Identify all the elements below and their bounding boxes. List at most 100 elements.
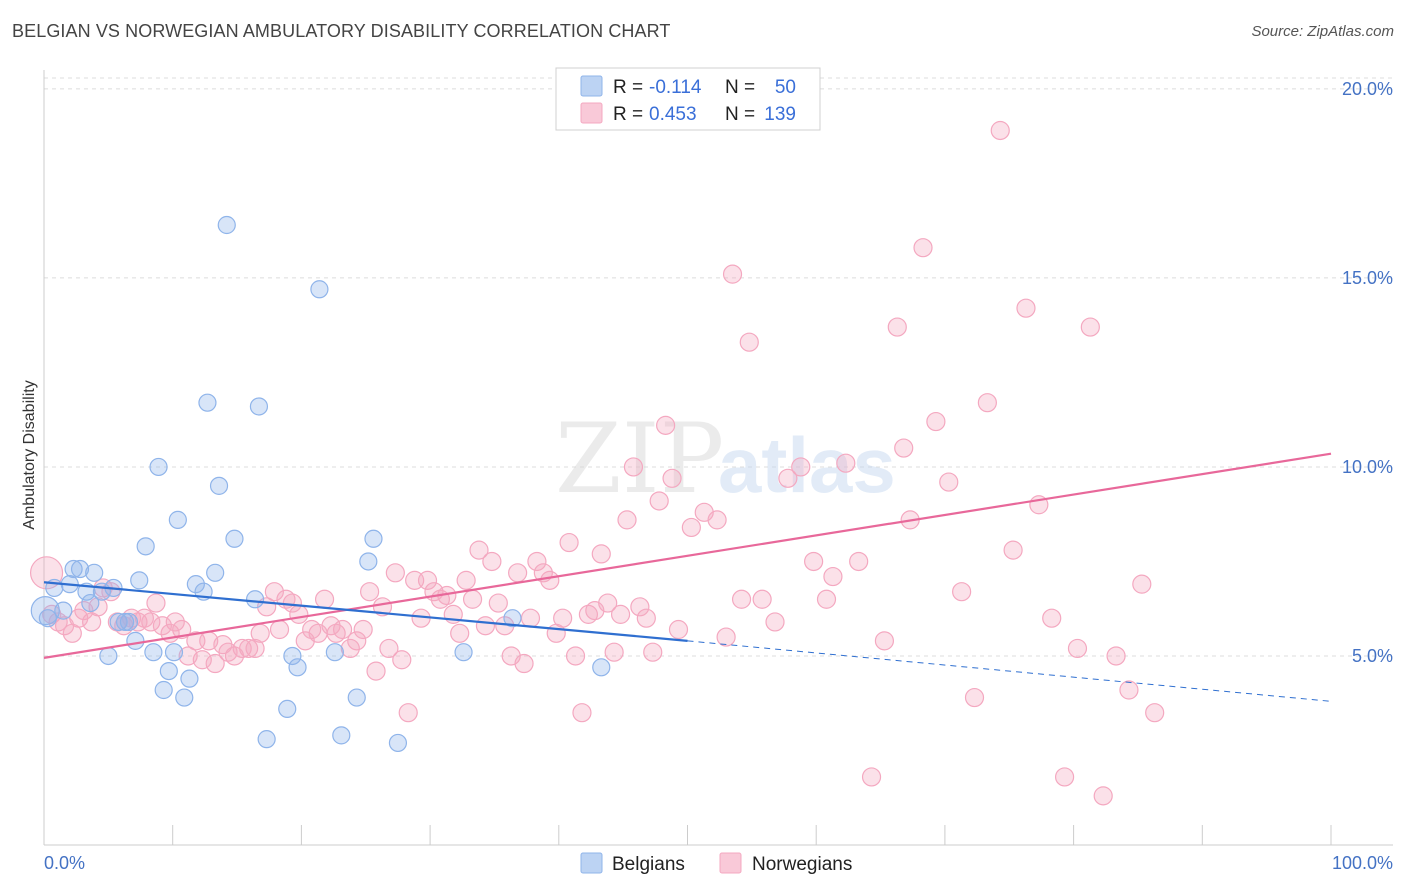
norwegian-point: [610, 604, 631, 624]
norwegian-point: [636, 608, 656, 628]
norwegian-point: [398, 703, 418, 723]
norwegian-point: [520, 608, 541, 628]
norwegian-point: [508, 563, 528, 583]
chart-title: BELGIAN VS NORWEGIAN AMBULATORY DISABILI…: [12, 21, 671, 41]
norwegian-point: [239, 638, 259, 659]
belgian-point: [164, 643, 184, 662]
legend-norwegians-label: Norwegians: [752, 854, 852, 875]
y-tick-label: 5.0%: [1352, 646, 1393, 666]
belgian-point: [225, 529, 244, 548]
y-tick-label: 10.0%: [1342, 457, 1393, 477]
norwegian-point: [141, 612, 161, 632]
norwegian-point: [488, 593, 508, 613]
belgian-point: [186, 575, 205, 594]
belgian-point: [70, 559, 90, 579]
norwegian-point: [816, 589, 837, 609]
belgian-point: [149, 457, 168, 477]
norwegian-point: [752, 589, 772, 609]
norwegian-point: [1145, 703, 1165, 723]
norwegian-point: [765, 612, 785, 632]
belgian-point: [257, 730, 276, 749]
belgian-points: [30, 215, 611, 753]
norwegian-point: [1106, 646, 1126, 666]
norwegian-point: [804, 551, 824, 572]
norwegian-point: [913, 238, 933, 258]
norwegian-point: [1119, 680, 1139, 700]
norwegian-r-label: R =: [613, 104, 643, 125]
belgian-n-value: 50: [775, 77, 796, 98]
norwegian-point: [630, 597, 650, 617]
belgian-point: [175, 688, 194, 707]
norwegian-point: [372, 597, 393, 617]
legend-norwegians-swatch: [719, 852, 742, 874]
belgian-point: [85, 563, 104, 582]
belgian-r-label: R =: [613, 77, 643, 98]
belgian-point: [136, 537, 155, 556]
norwegian-point: [1067, 638, 1088, 659]
norwegian-n-value: 139: [764, 104, 796, 125]
x-tick-label-max: 100.0%: [1332, 853, 1393, 873]
norwegian-point: [29, 556, 64, 590]
norwegian-point: [462, 589, 483, 609]
belgian-point: [126, 631, 145, 650]
series-legend: Belgians Norwegians: [580, 852, 852, 875]
norwegian-point: [1093, 786, 1113, 806]
norwegian-point: [623, 457, 644, 477]
belgian-point: [154, 680, 173, 700]
belgian-point: [109, 612, 128, 632]
norwegian-point: [385, 563, 405, 583]
belgian-point: [81, 593, 100, 613]
norwegian-point: [894, 438, 914, 458]
norwegian-point: [707, 510, 727, 530]
belgian-point: [217, 215, 236, 235]
belgian-point: [115, 612, 135, 632]
norwegian-point: [353, 619, 373, 640]
norwegian-point: [739, 332, 759, 352]
norwegian-point: [540, 570, 560, 590]
belgian-point: [388, 733, 408, 753]
norwegian-point: [731, 589, 752, 609]
norwegian-point: [192, 650, 212, 670]
belgian-point: [278, 699, 297, 719]
belgian-point: [168, 510, 187, 529]
norwegian-point: [482, 551, 502, 572]
belgian-point: [245, 590, 265, 609]
norwegian-point: [823, 566, 843, 587]
belgian-point: [99, 646, 118, 666]
belgian-r-value: -0.114: [649, 77, 702, 98]
norwegian-point: [617, 510, 637, 530]
norwegian-point: [939, 472, 959, 492]
norwegian-point: [716, 627, 736, 647]
belgian-point: [159, 661, 178, 681]
norwegian-point: [146, 593, 166, 613]
norwegian-point: [1016, 298, 1036, 318]
norwegian-point: [360, 582, 380, 602]
belgian-point: [64, 559, 83, 579]
norwegian-point: [559, 532, 579, 553]
belgian-point: [54, 601, 73, 620]
norwegian-point: [1003, 540, 1023, 560]
gridlines: [44, 77, 1393, 657]
norwegian-point: [527, 551, 547, 572]
norwegian-swatch: [580, 102, 603, 124]
belgian-point: [503, 609, 522, 628]
belgian-point: [364, 529, 383, 548]
watermark-atlas: atlas: [718, 421, 896, 509]
axes: [43, 70, 1393, 846]
norwegian-point: [778, 468, 798, 488]
norwegian-r-value: 0.453: [649, 104, 697, 125]
norwegian-point: [861, 767, 882, 787]
norwegian-point: [366, 661, 386, 681]
norwegian-point: [572, 703, 592, 723]
trend-lines: [43, 452, 1332, 702]
norwegian-point: [598, 593, 618, 613]
norwegian-point: [1132, 574, 1152, 594]
y-tick-label: 15.0%: [1342, 268, 1393, 288]
watermark: ZIP atlas: [555, 403, 896, 515]
norwegian-point: [874, 631, 895, 651]
belgian-point: [310, 280, 329, 299]
norwegian-point: [172, 619, 192, 640]
legend-belgians-swatch: [580, 852, 603, 874]
y-axis-label: Ambulatory Disability: [21, 380, 38, 529]
